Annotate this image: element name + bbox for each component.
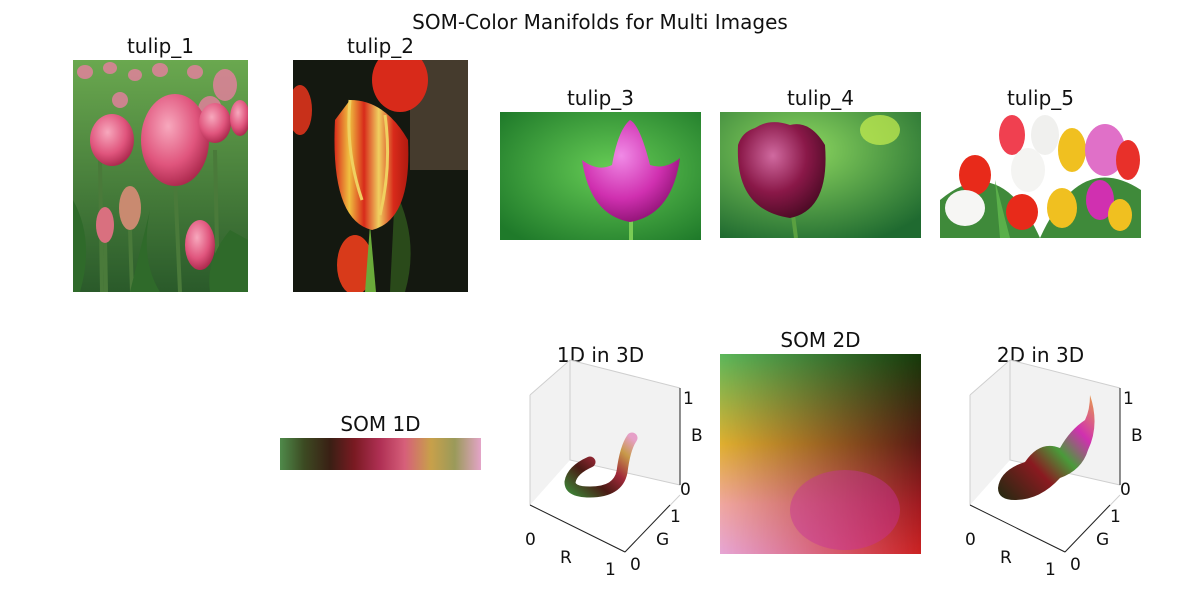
axis1-y-tick-1: 1 [670, 507, 681, 527]
axis1-z-tick-0: 0 [680, 480, 691, 500]
image-title-tulip-4: tulip_4 [786, 86, 855, 110]
axis1-z-tick-1: 1 [683, 389, 694, 409]
axis1-x-label: R [560, 548, 572, 568]
som-1d-title: SOM 1D [340, 412, 421, 436]
tulip-2-image [293, 60, 468, 292]
axis2-y-label: G [1096, 530, 1110, 550]
axis2-z-label: B [1131, 426, 1143, 446]
figure-title: SOM-Color Manifolds for Multi Images [412, 10, 788, 34]
image-title-tulip-1: tulip_1 [126, 34, 195, 58]
axis1-y-tick-0: 0 [630, 555, 641, 575]
axis2-x-tick-0: 0 [965, 530, 976, 550]
som-1d-strip [280, 438, 481, 470]
tulip-5-image [940, 112, 1141, 238]
axes3d-1d [529, 359, 681, 553]
axes3d-2d [969, 359, 1121, 553]
axis1-x-tick-1: 1 [605, 560, 616, 580]
axis2-z-tick-0: 0 [1120, 480, 1131, 500]
image-title-tulip-2: tulip_2 [346, 34, 415, 58]
axis1-x-tick-0: 0 [525, 530, 536, 550]
image-title-tulip-5: tulip_5 [1006, 86, 1075, 110]
som-1d-curve [564, 432, 638, 498]
tulip-1-image [73, 60, 248, 292]
axis1-y-label: G [656, 530, 670, 550]
axis2-z-tick-1: 1 [1123, 389, 1134, 409]
axis2-x-tick-1: 1 [1045, 560, 1056, 580]
som-2d-title: SOM 2D [780, 328, 861, 352]
image-title-tulip-3: tulip_3 [566, 86, 635, 110]
axis2-y-tick-0: 0 [1070, 555, 1081, 575]
axis2-x-label: R [1000, 548, 1012, 568]
axis2-y-tick-1: 1 [1110, 507, 1121, 527]
som-2d-map [720, 354, 921, 554]
tulip-4-image [720, 112, 921, 238]
tulip-3-image [500, 112, 701, 240]
axis1-z-label: B [691, 426, 703, 446]
som-2d-surface [998, 395, 1095, 500]
